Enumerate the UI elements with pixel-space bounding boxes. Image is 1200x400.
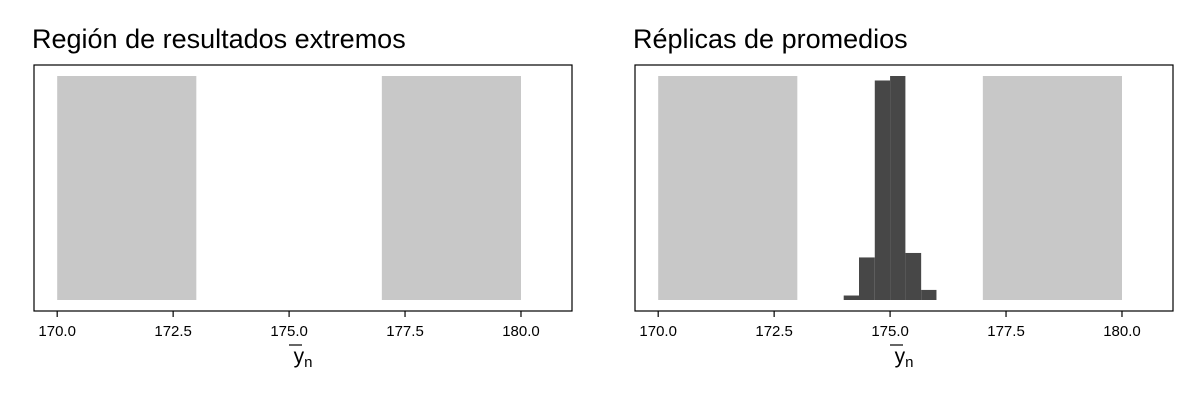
shaded-region-2: [982, 76, 1122, 300]
histogram-bar-1: [843, 295, 860, 300]
x-tick-label-4: 177.5: [386, 323, 424, 340]
x-tick-label-1: 170.0: [639, 323, 677, 340]
x-axis-label-base: y: [294, 345, 305, 368]
x-axis-label: yn: [895, 345, 914, 371]
x-axis-label-subscript: n: [905, 354, 913, 371]
chart-panel-2: Réplicas de promedios 170.0 172.5 175.0 177.…: [633, 24, 1174, 371]
x-tick-label-2: 172.5: [154, 323, 192, 340]
plot-frame: [634, 64, 1174, 312]
x-tick-label-3: 175.0: [871, 323, 909, 340]
histogram-bar-3: [874, 80, 891, 300]
x-tick-label-1: 170.0: [38, 323, 76, 340]
chart-title: Región de resultados extremos: [32, 24, 406, 54]
x-axis-label: yn: [294, 345, 313, 371]
x-tick-label-5: 180.0: [502, 323, 540, 340]
x-tick-label-3: 175.0: [270, 323, 308, 340]
histogram-bar-4: [890, 76, 906, 300]
x-axis-label-subscript: n: [304, 354, 312, 371]
chart-title: Réplicas de promedios: [633, 24, 908, 54]
x-tick-label-5: 180.0: [1103, 323, 1141, 340]
x-axis-label-base: y: [895, 345, 906, 368]
plot-frame: [33, 64, 573, 312]
x-tick-label-4: 177.5: [987, 323, 1025, 340]
x-tick-label-2: 172.5: [755, 323, 793, 340]
histogram-bar-6: [921, 289, 937, 300]
shaded-region-2: [381, 76, 521, 300]
chart-panel-1: Región de resultados extremos 170.0 172.5 1…: [32, 24, 573, 371]
shaded-region-1: [658, 76, 798, 300]
shaded-region-1: [57, 76, 197, 300]
histogram-bar-2: [859, 257, 875, 300]
histogram-bar-5: [905, 252, 922, 300]
